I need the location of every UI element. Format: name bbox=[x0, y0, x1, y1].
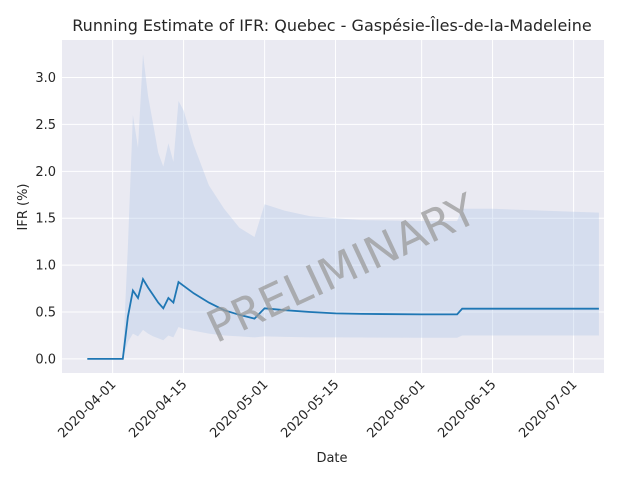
x-tick-label: 2020-05-15 bbox=[278, 377, 342, 441]
y-tick-labels: 0.0 0.5 1.0 1.5 2.0 2.5 3.0 bbox=[35, 71, 56, 367]
x-tick-label: 2020-06-01 bbox=[364, 377, 428, 441]
y-tick-label: 1.5 bbox=[35, 212, 56, 227]
ifr-line bbox=[87, 276, 599, 360]
grid-lines bbox=[62, 40, 604, 373]
y-tick-label: 0.5 bbox=[35, 306, 56, 321]
y-axis-label: IFR (%) bbox=[16, 184, 31, 231]
x-tick-labels: 2020-04-01 2020-04-15 2020-05-01 2020-05-15… bbox=[55, 377, 580, 441]
x-axis-label: Date bbox=[316, 451, 347, 466]
confidence-band bbox=[87, 54, 599, 359]
x-tick-label: 2020-04-15 bbox=[126, 377, 190, 441]
y-tick-label: 2.5 bbox=[35, 118, 56, 133]
y-tick-label: 0.0 bbox=[35, 352, 56, 367]
x-tick-label: 2020-07-01 bbox=[516, 377, 580, 441]
y-tick-label: 1.0 bbox=[35, 259, 56, 274]
plot-area bbox=[62, 40, 604, 373]
y-tick-label: 2.0 bbox=[35, 165, 56, 180]
chart-title: Running Estimate of IFR: Quebec - Gaspés… bbox=[72, 16, 591, 35]
y-tick-label: 3.0 bbox=[35, 71, 56, 86]
x-tick-label: 2020-06-15 bbox=[435, 377, 499, 441]
x-tick-label: 2020-04-01 bbox=[55, 377, 119, 441]
x-tick-label: 2020-05-01 bbox=[207, 377, 271, 441]
